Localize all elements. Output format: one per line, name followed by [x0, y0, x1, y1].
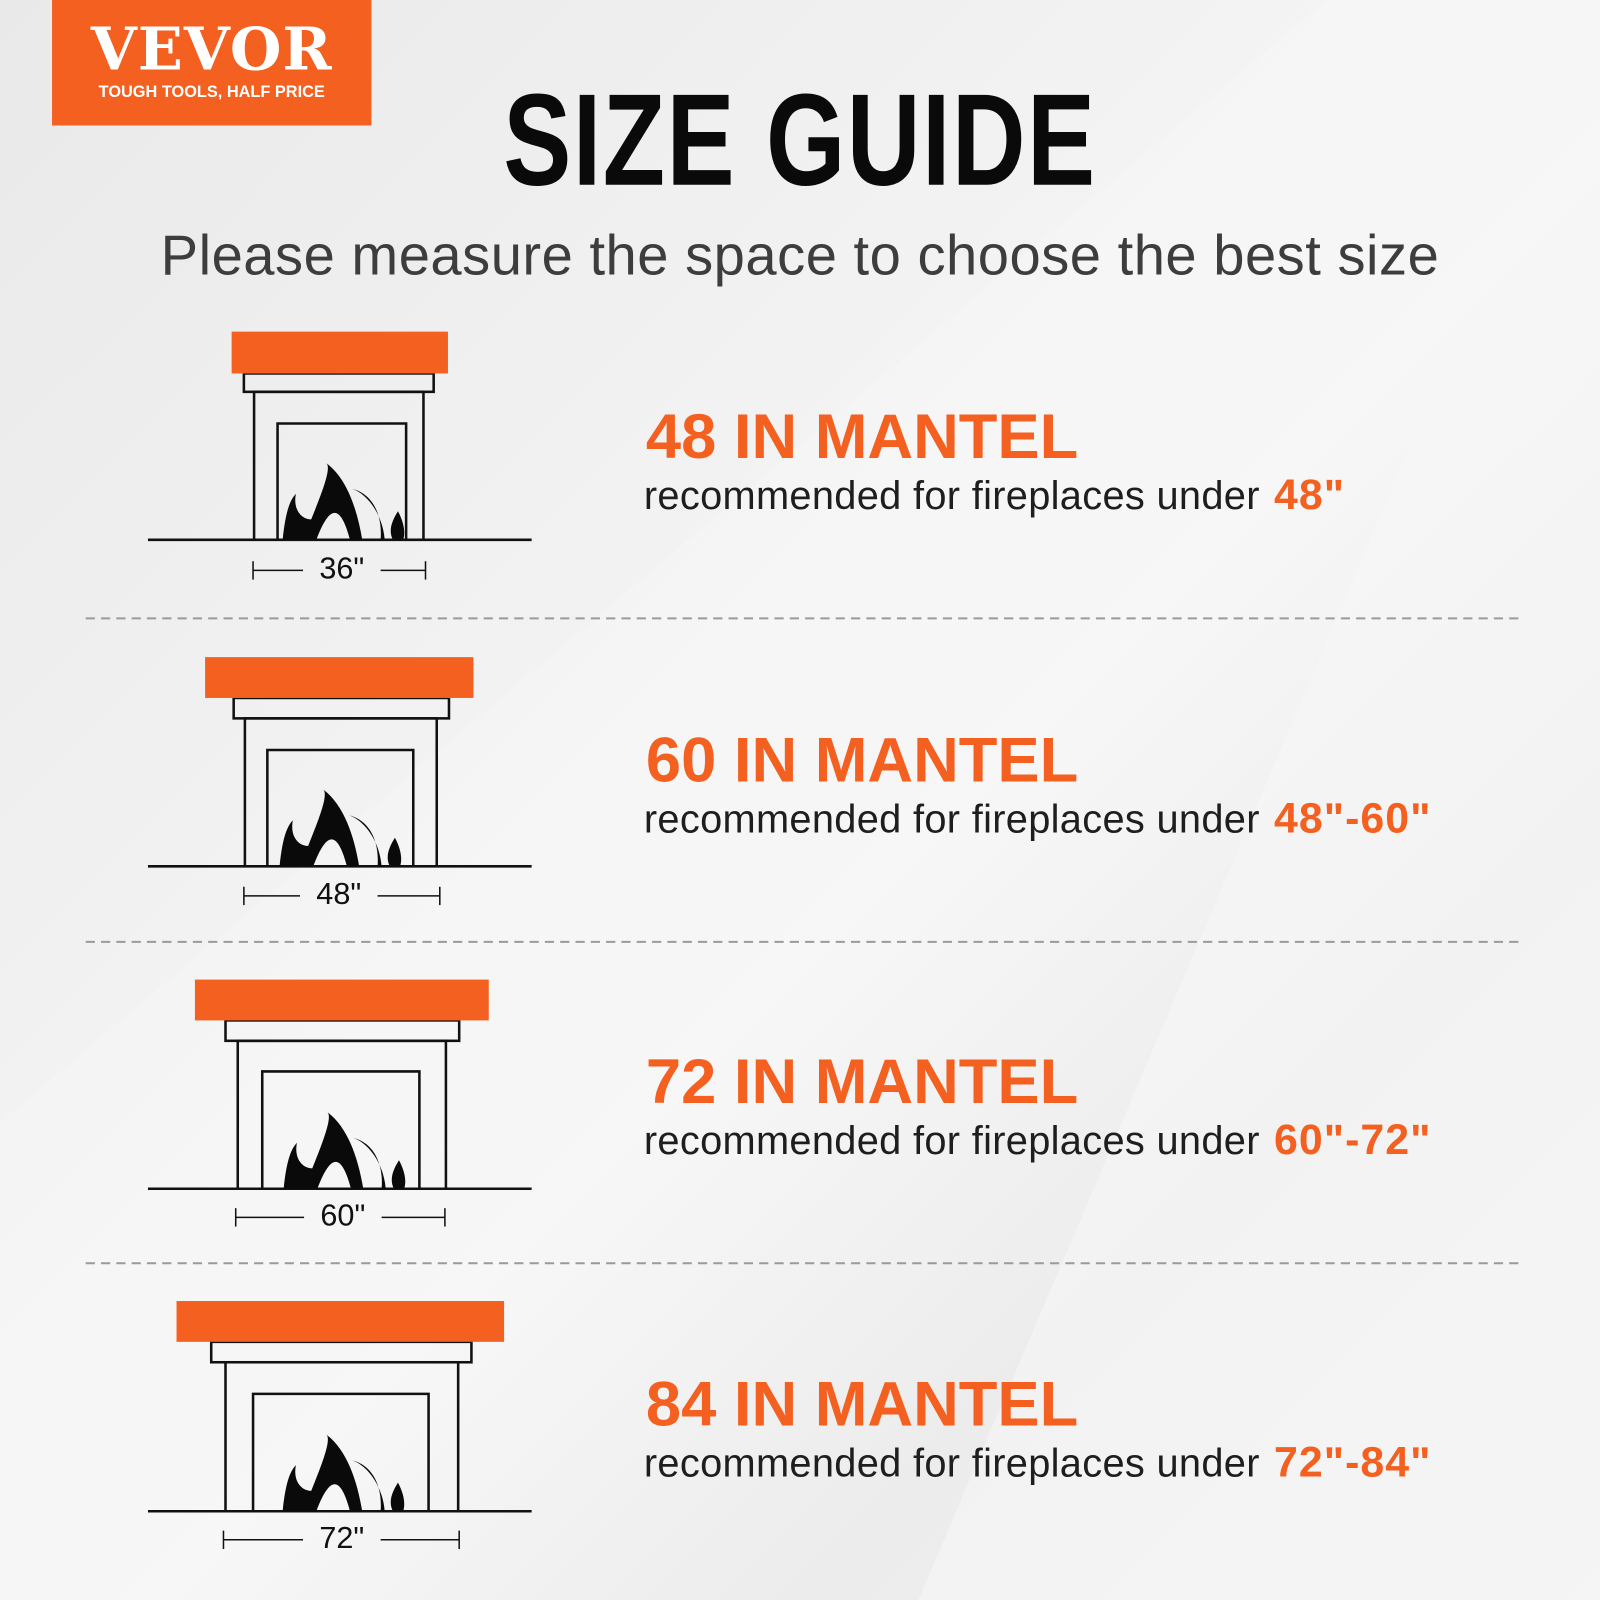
mantel-size-heading: 84 IN MANTEL [645, 1369, 1079, 1440]
logo-wordmark: VEVOR [90, 14, 333, 84]
fireplace-width-label: 60" [320, 1198, 366, 1233]
mantel-shelf-base [232, 696, 451, 720]
fireplace-surround [236, 1039, 448, 1189]
orange-mantel [194, 979, 489, 1021]
fireplace-opening [260, 1070, 421, 1189]
page-subtitle: Please measure the space to choose the b… [160, 223, 1440, 287]
mantel-size-heading: 72 IN MANTEL [645, 1046, 1079, 1118]
fireplace-width-label: 48" [316, 877, 362, 912]
logo-tagline: TOUGH TOOLS, HALF PRICE [98, 83, 325, 102]
recommendation-line: recommended for fireplaces under 48" [644, 470, 1345, 519]
recommendation-text: recommended for fireplaces under [643, 1119, 1260, 1164]
fireplace-surround [252, 390, 425, 540]
recommendation-line: recommended for fireplaces under 72"-84" [644, 1438, 1432, 1487]
fireplace-range: 48"-60" [1274, 793, 1432, 842]
mantel-shelf-base [224, 1019, 461, 1043]
fireplace-opening [266, 748, 415, 867]
orange-mantel [231, 331, 448, 374]
fireplace-surround [224, 1360, 460, 1512]
page-title: SIZE GUIDE [503, 67, 1097, 214]
recommendation-text: recommended for fireplaces under [643, 474, 1260, 519]
mantel-size-heading: 60 IN MANTEL [645, 725, 1079, 796]
mantel-shelf-base [209, 1340, 473, 1364]
recommendation-text: recommended for fireplaces under [643, 1441, 1260, 1486]
recommendation-line: recommended for fireplaces under 60"-72" [644, 1115, 1432, 1164]
fireplace-width-label: 72" [319, 1521, 365, 1556]
fireplace-opening [251, 1392, 430, 1512]
recommendation-line: recommended for fireplaces under 48"-60" [644, 794, 1432, 843]
vevor-logo: VEVOR TOUGH TOOLS, HALF PRICE [52, 0, 372, 126]
flame-icon [282, 463, 405, 540]
orange-mantel [205, 657, 474, 698]
fireplace-range: 72"-84" [1274, 1437, 1432, 1486]
fireplace-width-label: 36" [319, 552, 365, 586]
flame-icon [283, 1112, 406, 1189]
mantel-shelf-base [242, 372, 435, 394]
fireplace-range: 60"-72" [1274, 1115, 1432, 1164]
flame-icon [282, 1434, 405, 1512]
flame-icon [279, 789, 402, 867]
fireplace-range: 48" [1274, 470, 1346, 519]
fireplace-opening [276, 422, 408, 540]
fireplace-surround [243, 717, 439, 867]
recommendation-text: recommended for fireplaces under [643, 797, 1260, 842]
mantel-size-heading: 48 IN MANTEL [645, 402, 1079, 473]
orange-mantel [176, 1301, 505, 1342]
